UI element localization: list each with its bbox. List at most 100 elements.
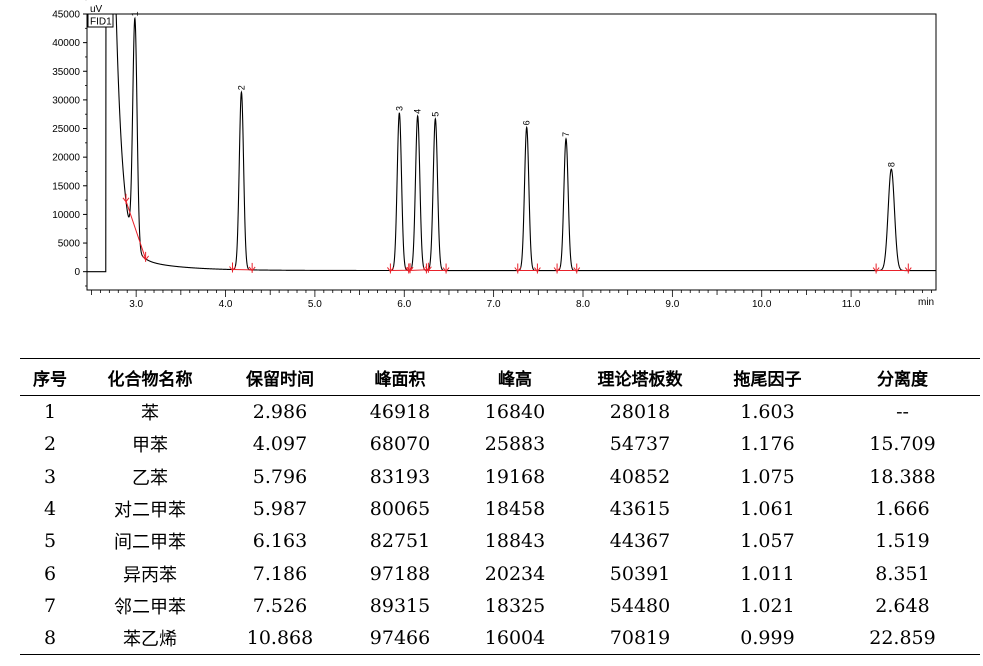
- results-table: 序号 化合物名称 保留时间 峰面积 峰高 理论塔板数 拖尾因子 分离度 1 苯 2.…: [20, 358, 980, 656]
- table-cell: 对二甲苯: [114, 500, 186, 522]
- chromatogram-trace: [87, 13, 936, 273]
- table-cell: 苯乙烯: [80, 622, 220, 656]
- header-cell: 理论塔板数: [570, 358, 710, 396]
- table-cell: 5.796: [252, 465, 308, 488]
- table-cell: 50391: [609, 562, 671, 585]
- peak-start-marker-head: [514, 267, 522, 273]
- table-cell: 18458: [484, 498, 546, 521]
- peak-label: 7: [561, 132, 571, 137]
- table-cell: 25883: [484, 433, 546, 456]
- detector-label: FID1: [90, 17, 112, 28]
- table-cell: 6.163: [252, 530, 308, 553]
- table-cell: 16004: [460, 622, 570, 656]
- table-cell: 18325: [484, 594, 546, 617]
- peak-start-marker-head: [122, 197, 130, 203]
- integration-markers: [122, 193, 912, 274]
- plot-frame: [86, 13, 937, 291]
- table-row: 2 甲苯 4.097 68070 25883 54737 1.176 15.709: [20, 428, 980, 460]
- table-cell: 7.526: [252, 594, 308, 617]
- table-row: 3 乙苯 5.796 83193 19168 40852 1.075 18.388: [20, 461, 980, 493]
- table-row: 6 异丙苯 7.186 97188 20234 50391 1.011 8.351: [20, 557, 980, 589]
- x-tick-label: 6.0: [397, 299, 411, 310]
- table-cell: 83193: [369, 465, 431, 488]
- table-cell: 5: [43, 530, 57, 553]
- table-cell: --: [896, 401, 909, 424]
- table-cell: 1.519: [875, 530, 930, 553]
- peak-label: 4: [413, 109, 423, 114]
- table-header-row: 序号 化合物名称 保留时间 峰面积 峰高 理论塔板数 拖尾因子 分离度: [20, 358, 980, 396]
- header-cell: 保留时间: [220, 358, 340, 396]
- peak-start-marker-head: [872, 267, 880, 273]
- peak-end-marker-head: [534, 267, 541, 273]
- table-row: 1 苯 2.986 46918 16840 28018 1.603 --: [20, 396, 980, 429]
- peak-label: 8: [886, 162, 896, 167]
- x-tick-label: 11.0: [842, 299, 861, 310]
- table-cell: 28018: [609, 401, 671, 424]
- x-tick-label: 8.0: [576, 299, 590, 310]
- table-cell: 43615: [609, 498, 671, 521]
- table-cell: 2.648: [875, 594, 930, 617]
- peak-end-marker-head: [442, 267, 450, 273]
- table-cell: 3: [43, 465, 57, 488]
- peak-label: 2: [236, 85, 246, 90]
- table-cell: 1.057: [740, 530, 795, 553]
- table-cell: 70819: [570, 622, 710, 656]
- table-cell: 1.666: [875, 498, 930, 521]
- y-tick-label: 35000: [52, 67, 80, 78]
- y-tick-label: 10000: [52, 210, 80, 221]
- peak-start-marker-head: [229, 266, 236, 272]
- y-axis-unit: uV: [90, 4, 103, 15]
- y-tick-label: 30000: [52, 95, 80, 106]
- table-cell: 8.351: [875, 562, 930, 585]
- table-row: 7 邻二甲苯 7.526 89315 18325 54480 1.021 2.648: [20, 590, 980, 622]
- y-axis-ticks: 0 5000 10000 15000 20000 25000 30000 35000 40000…: [52, 0, 87, 287]
- table-cell: 89315: [369, 594, 431, 617]
- table-cell: 15.709: [869, 433, 936, 456]
- table-cell: 80065: [369, 498, 431, 521]
- table-cell: 间二甲苯: [114, 532, 186, 554]
- table-cell: 异丙苯: [123, 564, 177, 586]
- peak-end-marker-head: [142, 255, 150, 261]
- table-cell: 7: [43, 594, 57, 617]
- table-cell: 44367: [609, 530, 671, 553]
- peak-label: 5: [430, 112, 440, 117]
- table-cell: 2: [43, 433, 57, 456]
- table-cell: 18.388: [869, 465, 936, 488]
- header-cell: 分离度: [825, 358, 980, 396]
- results-table-wrapper: 序号 化合物名称 保留时间 峰面积 峰高 理论塔板数 拖尾因子 分离度 1 苯 2.…: [20, 358, 980, 656]
- table-cell: 22.859: [825, 622, 980, 656]
- x-tick-label: 10.0: [752, 299, 772, 310]
- table-cell: 20234: [484, 562, 546, 585]
- table-cell: 4.097: [252, 433, 308, 456]
- x-tick-label: 7.0: [487, 299, 501, 310]
- table-cell: 1.075: [740, 465, 795, 488]
- table-cell: 乙苯: [132, 467, 168, 489]
- table-body: 1 苯 2.986 46918 16840 28018 1.603 -- 2 甲苯 4.097 680…: [20, 396, 980, 656]
- table-cell: 97188: [369, 562, 431, 585]
- table-cell: 97466: [340, 622, 460, 656]
- y-tick-label: 40000: [52, 38, 80, 49]
- header-cell: 峰高: [460, 358, 570, 396]
- peak-label: 6: [522, 120, 532, 125]
- table-cell: 7.186: [252, 562, 308, 585]
- peak-end-marker-head: [406, 266, 414, 273]
- table-cell: 46918: [369, 401, 431, 424]
- peak-labels: 1 2 3 4 5 6 7 8: [130, 11, 896, 167]
- table-cell: 18843: [484, 530, 546, 553]
- table-cell: 1: [43, 401, 57, 424]
- x-axis-unit: min: [918, 297, 934, 308]
- y-tick-label: 5000: [58, 239, 81, 250]
- peak-baseline: [125, 200, 147, 260]
- table-cell: 16840: [484, 401, 546, 424]
- table-cell: 2.986: [252, 401, 308, 424]
- table-cell: 8: [20, 622, 80, 656]
- x-tick-label: 4.0: [219, 299, 233, 310]
- table-cell: 邻二甲苯: [114, 596, 186, 618]
- table-cell: 0.999: [710, 622, 825, 656]
- table-cell: 1.061: [740, 498, 795, 521]
- peak-start-marker-head: [405, 267, 413, 273]
- table-cell: 4: [43, 498, 57, 521]
- table-cell: 1.176: [740, 433, 795, 456]
- x-tick-label: 5.0: [308, 299, 322, 310]
- detector-label-box: [87, 13, 114, 28]
